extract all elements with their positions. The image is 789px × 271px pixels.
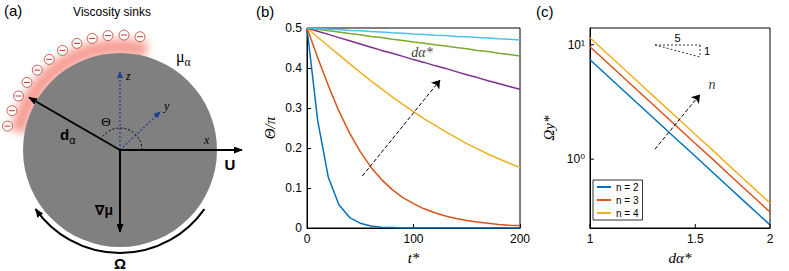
svg-text:1: 1 bbox=[587, 232, 594, 246]
svg-text:dα*: dα* bbox=[669, 250, 692, 266]
svg-text:2: 2 bbox=[767, 232, 774, 246]
svg-text:y: y bbox=[163, 99, 170, 113]
svg-text:200: 200 bbox=[510, 232, 530, 246]
svg-text:(b): (b) bbox=[256, 3, 274, 20]
svg-text:10⁰: 10⁰ bbox=[567, 152, 585, 166]
svg-text:n: n bbox=[709, 77, 716, 92]
svg-text:(c): (c) bbox=[536, 3, 554, 20]
svg-text:z: z bbox=[125, 69, 131, 83]
svg-text:dα: dα bbox=[60, 126, 75, 146]
svg-text:n = 4: n = 4 bbox=[616, 208, 639, 219]
svg-text:dα*: dα* bbox=[411, 45, 432, 60]
svg-text:Ω: Ω bbox=[114, 255, 126, 271]
svg-text:Viscosity sinks: Viscosity sinks bbox=[73, 5, 151, 19]
svg-text:0: 0 bbox=[304, 232, 311, 246]
svg-text:∇μ: ∇μ bbox=[95, 202, 113, 218]
svg-text:0.4: 0.4 bbox=[285, 61, 302, 75]
svg-text:0.1: 0.1 bbox=[285, 181, 302, 195]
svg-text:t*: t* bbox=[408, 250, 420, 266]
svg-text:Θ/π: Θ/π bbox=[262, 116, 278, 139]
svg-text:n = 2: n = 2 bbox=[616, 182, 639, 193]
svg-text:0.2: 0.2 bbox=[285, 141, 302, 155]
svg-text:10¹: 10¹ bbox=[568, 38, 585, 52]
svg-text:5: 5 bbox=[674, 32, 680, 44]
svg-text:U: U bbox=[225, 156, 236, 173]
svg-text:0: 0 bbox=[295, 221, 302, 235]
svg-text:1: 1 bbox=[704, 45, 710, 57]
svg-text:1.5: 1.5 bbox=[687, 232, 704, 246]
svg-text:100: 100 bbox=[403, 232, 423, 246]
svg-text:n = 3: n = 3 bbox=[616, 195, 639, 206]
svg-text:Ωy*: Ωy* bbox=[541, 115, 557, 141]
svg-text:0.3: 0.3 bbox=[285, 101, 302, 115]
svg-text:x: x bbox=[203, 133, 210, 147]
svg-text:0.5: 0.5 bbox=[285, 21, 302, 35]
svg-text:Θ: Θ bbox=[101, 114, 110, 129]
svg-text:μα: μα bbox=[176, 48, 191, 68]
svg-text:(a): (a) bbox=[4, 2, 22, 19]
